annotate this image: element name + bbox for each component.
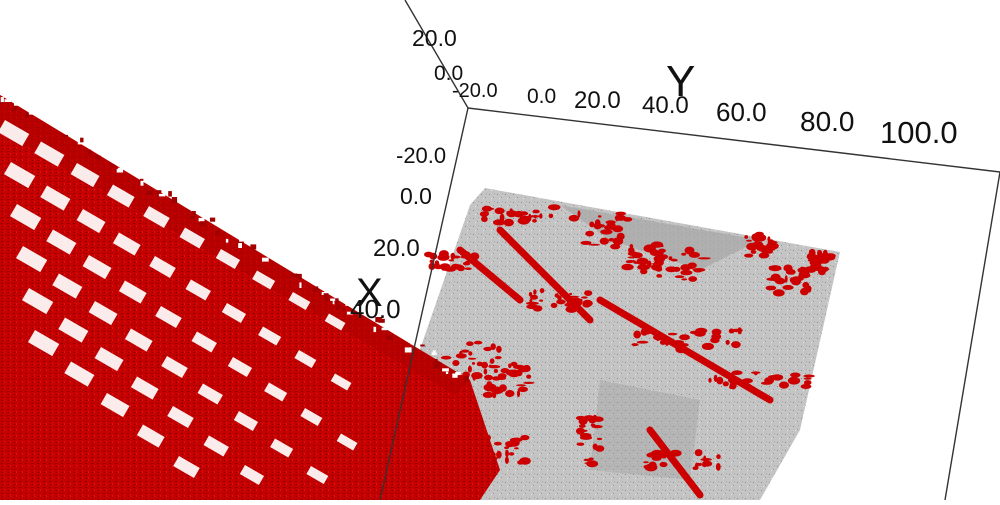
z-tick: 20.0	[412, 25, 457, 51]
y-axis-label: Y	[666, 57, 695, 106]
building-point-cloud	[0, 89, 500, 500]
y-tick: 0.0	[527, 85, 556, 108]
y-tick: -20.0	[452, 80, 498, 102]
y-tick: 20.0	[574, 87, 621, 114]
y-tick: 80.0	[800, 106, 855, 137]
y-axis-ticks: -20.0 0.0 20.0 40.0 60.0 80.0 100.0	[452, 80, 958, 150]
x-tick: 20.0	[373, 235, 420, 262]
x-axis-label: X	[356, 271, 383, 315]
building-windows	[0, 120, 358, 486]
z-tick: 0.0	[434, 62, 463, 85]
axis-frame	[379, 0, 1000, 501]
y-tick: 60.0	[716, 97, 767, 127]
y-tick: 100.0	[880, 115, 958, 150]
building-edge-noise	[0, 89, 469, 382]
z-axis-ticks: 20.0 0.0	[412, 25, 463, 85]
x-axis-ticks: -20.0 0.0 20.0 40.0	[350, 143, 446, 324]
x-tick: 40.0	[350, 294, 401, 324]
x-tick: 0.0	[400, 183, 432, 209]
x-tick: -20.0	[396, 143, 446, 168]
y-tick: 40.0	[642, 92, 689, 119]
